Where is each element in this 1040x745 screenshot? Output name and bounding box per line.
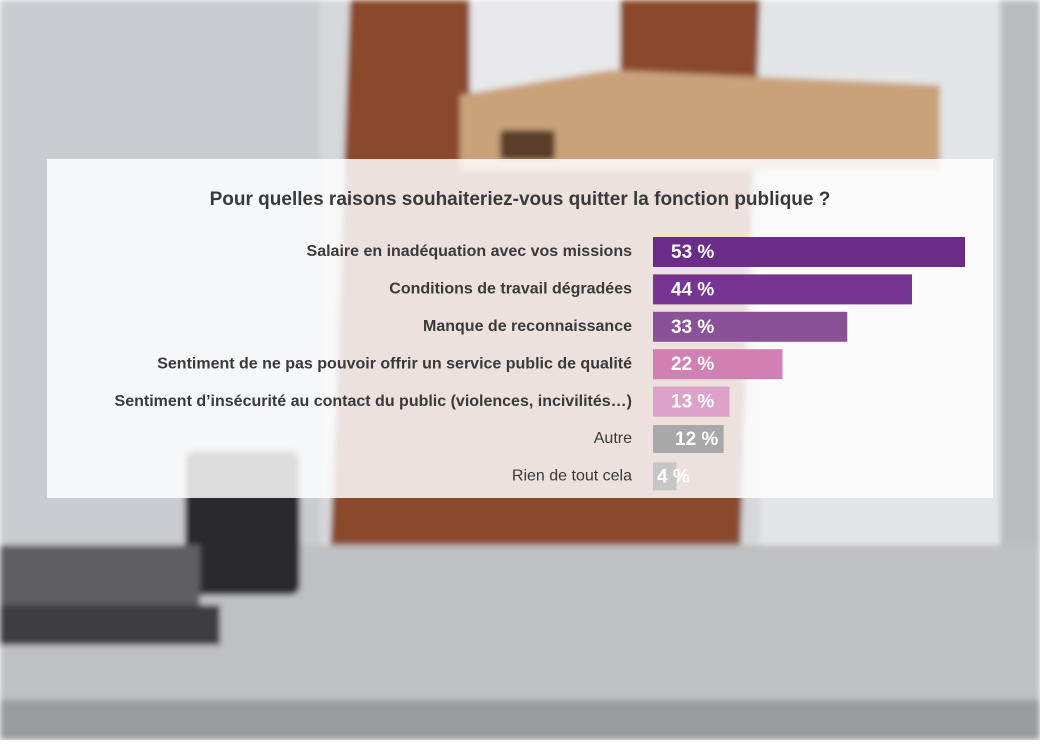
bar <box>653 311 848 342</box>
category-label: Autre <box>594 430 632 447</box>
category-label: Rien de tout cela <box>512 468 632 485</box>
bar <box>653 462 677 491</box>
bar <box>653 274 913 305</box>
chart-title: Pour quelles raisons souhaiteriez-vous q… <box>210 189 831 210</box>
value-label: 22 % <box>671 354 714 375</box>
value-label: 53 % <box>671 242 714 263</box>
category-label: Manque de reconnaissance <box>423 318 632 335</box>
category-label: Sentiment de ne pas pouvoir offrir un se… <box>157 355 632 372</box>
bar <box>653 425 724 453</box>
value-label: 13 % <box>671 392 714 413</box>
value-label: 44 % <box>671 279 714 300</box>
value-label: 4 % <box>657 466 690 487</box>
category-label: Sentiment d’insécurité au contact du pub… <box>115 393 632 410</box>
value-label: 12 % <box>675 429 718 450</box>
category-label: Conditions de travail dégradées <box>389 281 632 298</box>
bar <box>653 386 730 417</box>
bar <box>653 237 965 267</box>
value-label: 33 % <box>671 317 714 338</box>
category-label: Salaire en inadéquation avec vos mission… <box>307 243 633 260</box>
bar <box>653 349 783 380</box>
